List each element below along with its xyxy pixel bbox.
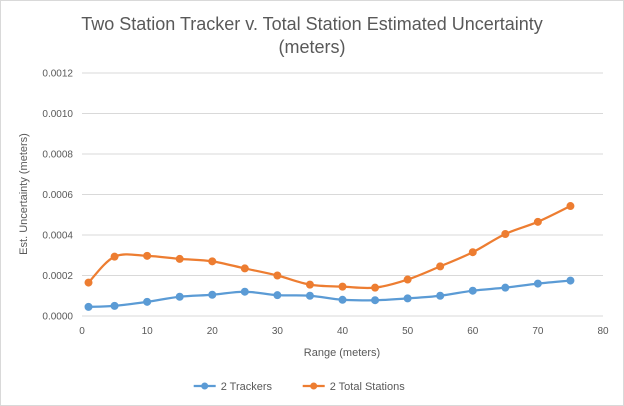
data-point: [566, 202, 575, 211]
data-point: [371, 296, 380, 305]
data-point: [468, 248, 477, 257]
data-point: [468, 286, 477, 295]
y-axis-tick-labels: 0.0000 0.0002 0.0004 0.0006 0.0008 0.0010 0.00…: [42, 69, 73, 323]
data-point: [533, 217, 542, 226]
x-tick-label: 10: [142, 326, 154, 337]
legend-label: 2 Trackers: [221, 381, 273, 393]
y-axis-title: Est. Uncertainty (meters): [18, 133, 30, 255]
data-point: [338, 295, 347, 304]
data-point: [84, 302, 93, 311]
y-tick-label: 0.0012: [42, 69, 73, 80]
legend: 2 Trackers 2 Total Stations: [193, 381, 406, 393]
legend-label: 2 Total Stations: [330, 381, 406, 393]
x-tick-label: 30: [272, 326, 284, 337]
legend-item-0: 2 Trackers: [193, 381, 273, 393]
data-point: [305, 280, 314, 289]
data-point: [273, 271, 282, 280]
data-point: [338, 282, 347, 291]
data-point: [436, 291, 445, 300]
data-point: [403, 294, 412, 303]
data-point: [436, 262, 445, 271]
series-1: [84, 202, 575, 292]
y-tick-label: 0.0002: [42, 271, 73, 282]
series-lines: [84, 202, 575, 311]
y-tick-label: 0.0010: [42, 109, 73, 120]
series-line-0: [88, 279, 571, 309]
data-point: [501, 229, 510, 238]
x-tick-label: 50: [402, 326, 414, 337]
data-point: [501, 283, 510, 292]
x-tick-label: 20: [207, 326, 219, 337]
series-line-1: [87, 205, 571, 290]
chart-title-line-2: (meters): [279, 37, 346, 57]
data-point: [208, 290, 217, 299]
data-point: [305, 291, 314, 300]
data-point: [84, 278, 93, 287]
y-tick-label: 0.0000: [42, 312, 73, 323]
x-tick-label: 70: [532, 326, 544, 337]
legend-swatch-marker: [310, 382, 318, 390]
x-axis-title: Range (meters): [304, 347, 380, 359]
data-point: [143, 251, 152, 260]
data-point: [143, 297, 152, 306]
chart-title: Two Station Tracker v. Total Station Est…: [81, 14, 543, 57]
data-point: [403, 275, 412, 284]
data-point: [566, 276, 575, 285]
x-axis-tick-labels: 0 10 20 30 40 50 60 70 80: [79, 326, 609, 337]
data-point: [208, 257, 217, 266]
data-point: [175, 292, 184, 301]
data-point: [533, 279, 542, 288]
legend-swatch-marker: [201, 382, 209, 390]
x-tick-label: 80: [597, 326, 609, 337]
x-tick-label: 0: [79, 326, 85, 337]
x-tick-label: 40: [337, 326, 349, 337]
y-tick-label: 0.0008: [42, 150, 73, 161]
data-point: [110, 301, 119, 310]
data-point: [371, 283, 380, 292]
series-0: [84, 276, 575, 311]
x-tick-label: 60: [467, 326, 479, 337]
y-tick-label: 0.0006: [42, 190, 73, 201]
legend-item-1: 2 Total Stations: [302, 381, 406, 393]
data-point: [110, 252, 119, 261]
data-point: [273, 291, 282, 300]
data-point: [240, 287, 249, 296]
data-point: [240, 264, 249, 273]
gridlines: [82, 72, 603, 317]
data-point: [175, 254, 184, 263]
chart-title-line-1: Two Station Tracker v. Total Station Est…: [81, 14, 543, 34]
y-tick-label: 0.0004: [42, 231, 73, 242]
